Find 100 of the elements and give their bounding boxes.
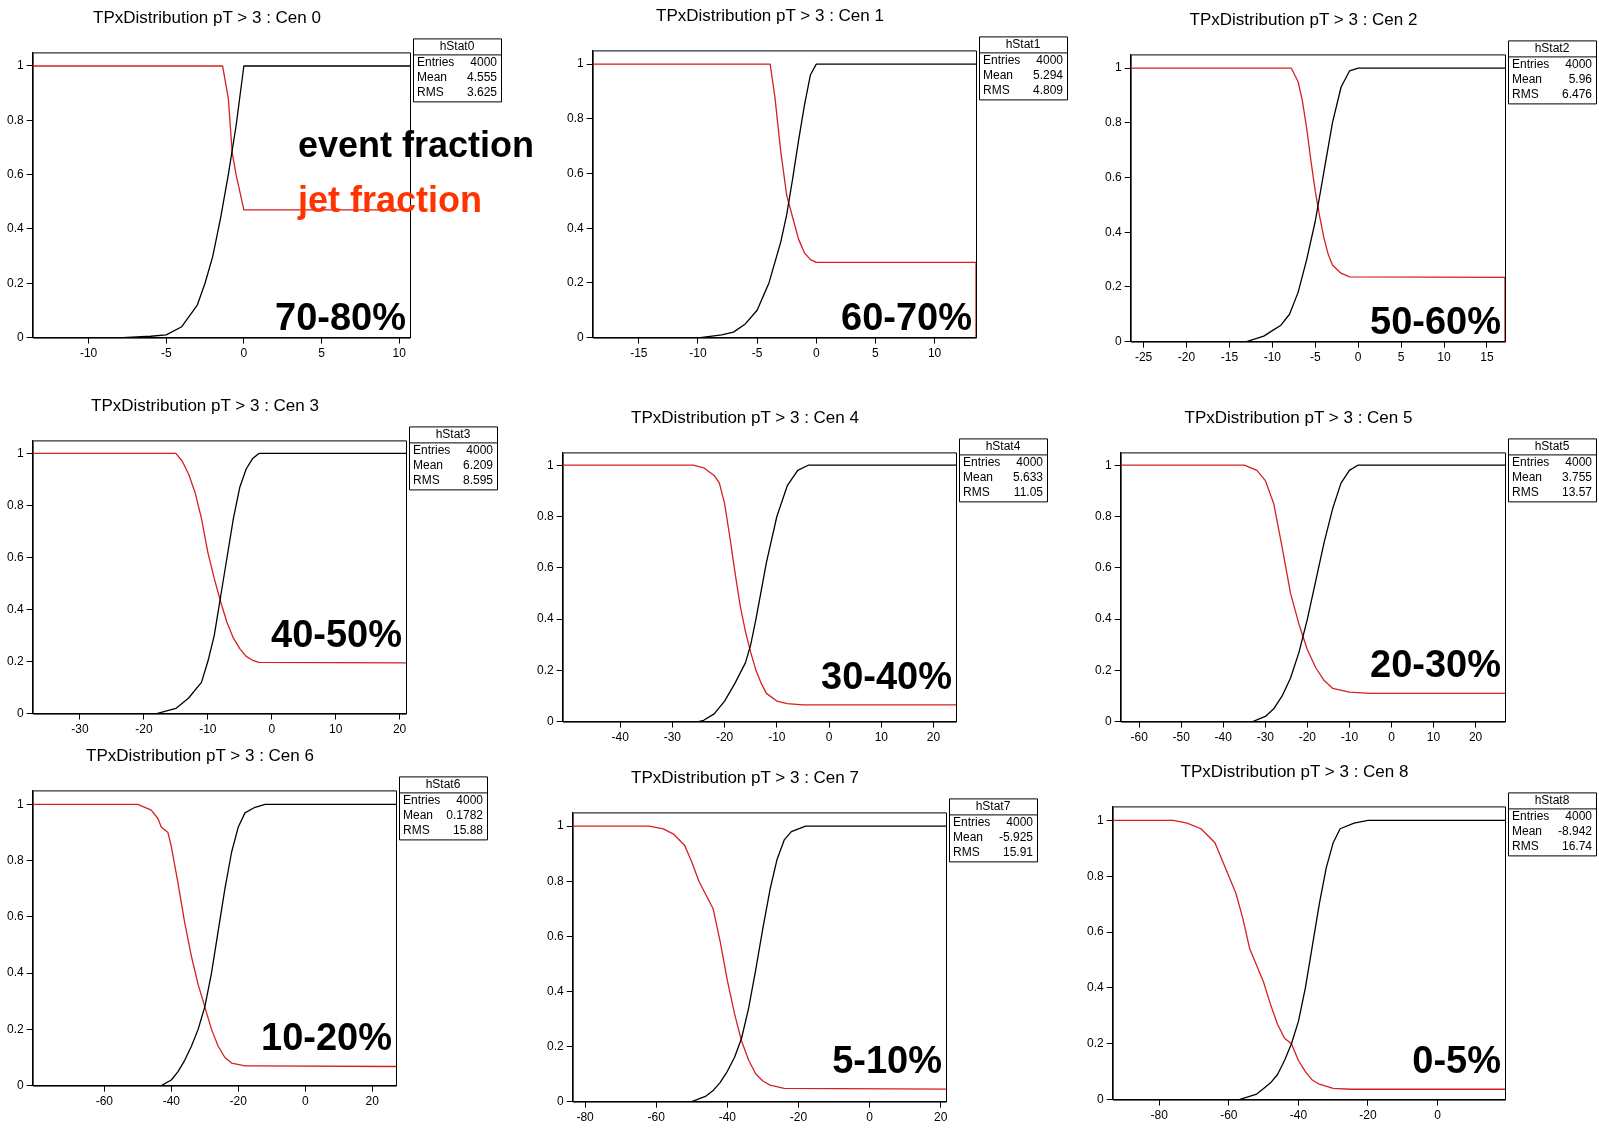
y-tick-label: 0: [16, 1077, 24, 1092]
x-tick-label: 20: [926, 730, 941, 745]
text: 4000: [1016, 455, 1044, 470]
text: Mean: [417, 70, 448, 85]
y-tick-label: 0.8: [1086, 868, 1104, 883]
x-tick-label: 20: [365, 1094, 380, 1109]
x-tick-label: -40: [718, 1110, 737, 1125]
y-tick-label: 0.4: [6, 221, 24, 236]
text: Entries: [963, 455, 1001, 470]
text: 0.1782: [446, 808, 484, 823]
x-tick-label: -10: [1263, 350, 1282, 365]
x-tick-label: -60: [647, 1110, 666, 1125]
text: hStat4: [985, 439, 1021, 454]
x-tick-label: -80: [576, 1110, 595, 1125]
y-tick-label: 0.4: [536, 611, 554, 626]
chart-title: TPxDistribution pT > 3 : Cen 0: [93, 7, 321, 27]
text: Entries: [403, 793, 441, 808]
text: RMS: [417, 85, 444, 100]
x-tick-label: -5: [751, 346, 763, 361]
y-tick-label: 0: [576, 329, 584, 344]
annotation: 5-10%: [832, 1039, 942, 1082]
x-tick-label: -60: [1130, 730, 1149, 745]
x-tick-label: -15: [1220, 350, 1239, 365]
x-tick-label: -10: [689, 346, 707, 361]
y-tick-label: 0.4: [6, 965, 24, 980]
chart-title: TPxDistribution pT > 3 : Cen 1: [656, 5, 884, 25]
text: Mean: [1512, 72, 1543, 87]
y-tick-label: 0.8: [546, 873, 564, 888]
y-tick-label: 0.6: [1094, 560, 1112, 575]
text: 15.88: [452, 823, 484, 838]
text: 8.595: [462, 473, 494, 488]
y-tick-label: 1: [1104, 457, 1112, 472]
x-tick-label: 5: [318, 346, 326, 361]
text: hStat1: [1005, 37, 1041, 52]
text: 5.294: [1032, 68, 1064, 83]
x-tick-label: 20: [933, 1110, 948, 1125]
x-tick-label: -30: [1256, 730, 1275, 745]
x-tick-label: 0: [866, 1110, 874, 1125]
x-tick-label: -30: [663, 730, 682, 745]
text: 3.755: [1561, 470, 1593, 485]
text: RMS: [963, 485, 990, 500]
text: Mean: [403, 808, 434, 823]
text: 4000: [1036, 53, 1064, 68]
annotation: 20-30%: [1370, 643, 1501, 686]
x-tick-label: 5: [872, 346, 880, 361]
text: hStat7: [975, 799, 1011, 814]
y-tick-label: 0: [16, 705, 24, 720]
x-tick-label: -25: [1134, 350, 1153, 365]
x-tick-label: 0: [1388, 730, 1396, 745]
y-tick-label: 0.2: [1086, 1036, 1104, 1051]
y-tick-label: 0.8: [536, 508, 554, 523]
chart-title: TPxDistribution pT > 3 : Cen 2: [1189, 9, 1418, 29]
x-tick-label: -15: [630, 346, 648, 361]
text: Entries: [953, 815, 991, 830]
text: 6.209: [462, 458, 494, 473]
y-tick-label: 0.6: [536, 560, 554, 575]
y-tick-label: 0.4: [1086, 980, 1104, 995]
text: Mean: [953, 830, 984, 845]
x-tick-label: 0: [268, 722, 276, 737]
text: Entries: [417, 55, 455, 70]
x-tick-label: -10: [79, 346, 98, 361]
text: 16.74: [1561, 839, 1593, 854]
annotation: 60-70%: [841, 295, 972, 338]
chart-title: TPxDistribution pT > 3 : Cen 3: [91, 395, 319, 415]
text: hStat0: [439, 39, 475, 54]
y-tick-label: 1: [546, 457, 554, 472]
text: hStat2: [1534, 41, 1570, 56]
y-tick-label: 1: [16, 58, 24, 73]
annotation: 50-60%: [1370, 299, 1501, 342]
y-tick-label: 0.2: [566, 275, 584, 290]
x-tick-label: 20: [392, 722, 407, 737]
x-tick-label: 0: [825, 730, 833, 745]
y-tick-label: 0.4: [6, 601, 24, 616]
text: 4000: [1006, 815, 1034, 830]
y-tick-label: 0.4: [566, 220, 584, 235]
x-tick-label: -20: [715, 730, 734, 745]
y-tick-label: 0.8: [1104, 115, 1122, 130]
y-tick-label: 1: [556, 818, 564, 833]
text: 3.625: [466, 85, 498, 100]
y-tick-label: 1: [1096, 812, 1104, 827]
text: 6.476: [1561, 87, 1593, 102]
y-tick-label: 0.2: [1094, 662, 1112, 677]
chart-title: TPxDistribution pT > 3 : Cen 4: [631, 407, 859, 427]
y-tick-label: 0: [16, 329, 24, 344]
y-tick-label: 0.8: [6, 497, 24, 512]
text: Entries: [1512, 809, 1550, 824]
x-tick-label: 10: [874, 730, 889, 745]
x-tick-label: 10: [927, 346, 942, 361]
text: Entries: [1512, 455, 1550, 470]
x-tick-label: 0: [1354, 350, 1362, 365]
text: 5.96: [1568, 72, 1593, 87]
text: Entries: [1512, 57, 1550, 72]
x-tick-label: 5: [1397, 350, 1405, 365]
text: -8.942: [1557, 824, 1593, 839]
annotation: 70-80%: [275, 295, 406, 338]
y-tick-label: 0.6: [6, 549, 24, 564]
y-tick-label: 0.6: [6, 909, 24, 924]
text: RMS: [983, 83, 1010, 98]
text: Entries: [413, 443, 451, 458]
text: Mean: [983, 68, 1014, 83]
